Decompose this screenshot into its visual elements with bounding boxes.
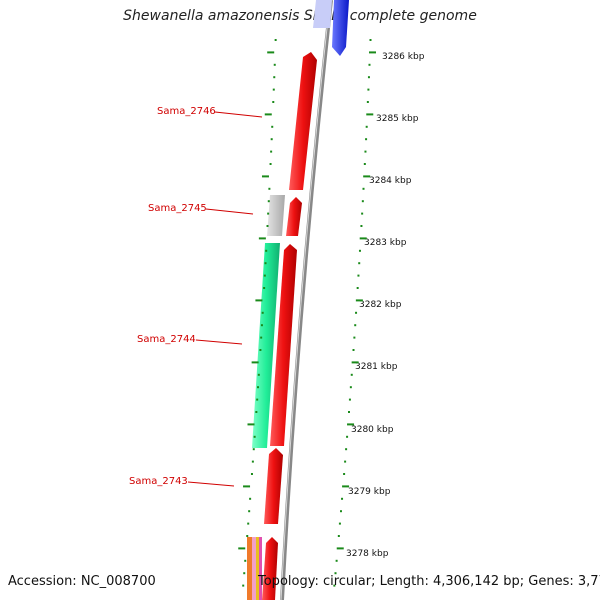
- kbp-label-3280: 3280 kbp: [351, 425, 394, 435]
- gene-sama-2744: [252, 243, 280, 448]
- cds-sama-2743: [264, 448, 283, 524]
- cds-bottom: [262, 537, 278, 600]
- kbp-label-3281: 3281 kbp: [355, 362, 398, 372]
- genome-backbone: [280, 0, 333, 600]
- kbp-label-3286: 3286 kbp: [382, 52, 425, 62]
- leader-sama-2744: [195, 339, 243, 345]
- feature-lightblue: [313, 0, 332, 28]
- gene-sama-2745: [267, 195, 285, 236]
- cds-sama-2746: [289, 52, 317, 190]
- feature-orange: [247, 537, 252, 600]
- gene-label-sama-2745: Sama_2745: [148, 203, 207, 214]
- leader-sama-2746: [214, 111, 263, 118]
- map-title: Shewanella amazonensis SB2B, complete ge…: [123, 8, 477, 24]
- gene-label-sama-2744: Sama_2744: [137, 334, 196, 345]
- feature-pink: [252, 537, 256, 600]
- cds-sama-2745: [286, 197, 302, 236]
- gene-label-sama-2746: Sama_2746: [157, 106, 216, 117]
- accession-text: Accession: NC_008700: [8, 574, 156, 589]
- leader-sama-2745: [205, 208, 254, 215]
- scale-ticks: [238, 39, 376, 587]
- kbp-label-3279: 3279 kbp: [348, 487, 391, 497]
- kbp-label-3278: 3278 kbp: [346, 549, 389, 559]
- genome-backbone-highlight: [280, 0, 331, 600]
- feature-yellow: [256, 537, 259, 600]
- kbp-label-3285: 3285 kbp: [376, 114, 419, 124]
- feature-magenta: [259, 537, 262, 600]
- kbp-label-3282: 3282 kbp: [359, 300, 402, 310]
- topology-text: Topology: circular; Length: 4,306,142 bp…: [258, 574, 600, 589]
- kbp-label-3283: 3283 kbp: [364, 238, 407, 248]
- cds-blue: [332, 0, 349, 56]
- gene-label-sama-2743: Sama_2743: [129, 476, 188, 487]
- cds-sama-2744: [270, 244, 297, 446]
- leader-sama-2743: [187, 481, 235, 487]
- kbp-label-3284: 3284 kbp: [369, 176, 412, 186]
